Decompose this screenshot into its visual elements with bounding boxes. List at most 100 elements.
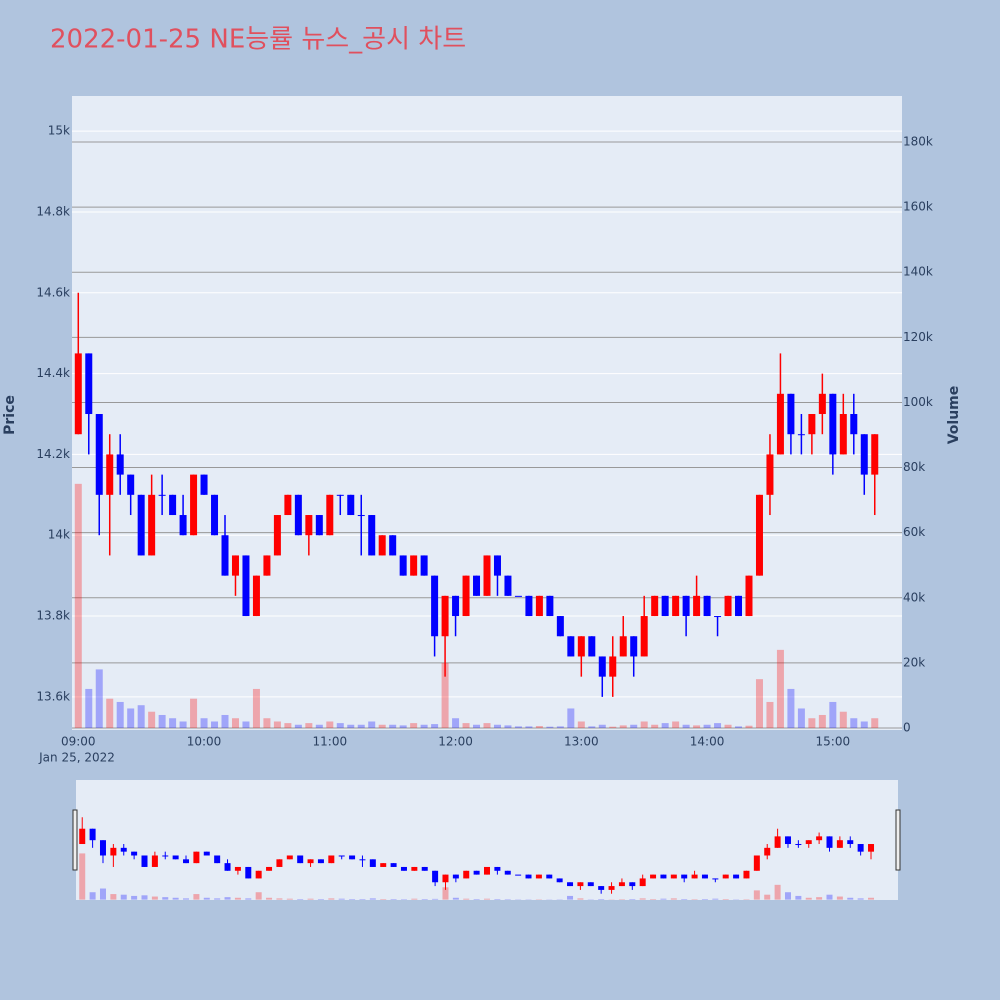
y2-tick-label: 20k [903,655,925,669]
volume-bar [483,723,491,729]
candle-body [660,874,667,879]
candle-body [816,836,823,841]
candle-body [148,494,156,556]
volume-bar [347,724,355,729]
volume-bar [629,899,636,900]
candle-body [389,535,397,556]
chart-title: 2022-01-25 NE능률 뉴스_공시 차트 [50,25,466,55]
candle-body [95,414,103,495]
volume-bar [179,721,187,729]
candle-body [504,870,511,875]
candle-body [774,836,781,848]
volume-bar [399,725,407,729]
candle-body [169,494,177,516]
volume-bar [847,897,854,900]
volume-bar [753,890,760,900]
volume-bar [598,724,606,729]
volume-bar [672,721,680,729]
volume-bar [266,897,273,900]
volume-bar [326,721,334,729]
candle-body [190,474,198,536]
candle-body [89,828,96,841]
candle-body [200,474,208,495]
volume-bar [307,898,314,900]
volume-bar [234,897,241,900]
candle-body [860,434,868,475]
volume-bar [255,892,262,900]
candle-body [294,494,302,536]
y-tick-label: 14.6k [36,285,70,299]
candle-body [420,555,428,576]
candle-body [733,874,740,879]
candle-body [672,595,680,617]
candle-body [546,595,554,617]
range-handle[interactable] [895,809,901,871]
candle-body [829,393,837,455]
volume-bar [693,725,701,729]
candle-body [826,836,833,848]
candle-body [276,859,283,867]
candle-body [598,886,605,890]
candle-body [650,874,657,879]
volume-bar [473,724,481,729]
volume-bar [670,898,677,900]
candle-body [347,494,355,516]
candle-body [116,454,124,475]
y2-tick-label: 180k [903,135,933,149]
volume-bar [315,724,323,729]
volume-bar [411,898,418,900]
candle-body [432,870,439,883]
candle-body [618,882,625,887]
volume-bar [252,688,260,729]
candle-body [151,855,158,867]
candle-body [608,886,615,890]
candle-body [378,535,386,556]
candle-body [795,844,802,846]
y-axis-title: Price [2,395,18,435]
x-tick-label: 09:00 [61,735,96,749]
volume-bar [99,888,106,900]
volume-bar [829,701,837,729]
volume-bar [190,698,198,729]
candle-body [85,353,93,415]
volume-bar [294,724,302,729]
candle-body [776,393,784,455]
y2-tick-label: 0 [903,721,911,735]
candle-body [120,847,127,852]
candle-body [787,393,795,435]
volume-bar [420,724,428,729]
y2-tick-label: 40k [903,590,925,604]
candle-body [755,494,763,576]
range-slider[interactable] [76,780,898,900]
volume-bar [242,721,250,729]
candle-body [326,494,334,536]
candle-body [442,874,449,883]
y2-tick-label: 120k [903,330,933,344]
y2-axis-title: Volume [946,386,962,445]
x-date-label: Jan 25, 2022 [38,751,115,765]
candle-body [484,866,490,875]
volume-bar [787,688,795,729]
volume-bar [484,898,490,900]
range-handle[interactable] [72,809,78,871]
candle-body [411,866,418,871]
volume-bar [836,896,843,900]
y-tick-label: 14.4k [36,366,70,380]
volume-bar [317,899,324,900]
candle-body [131,851,138,856]
candle-body [714,616,722,618]
candle-body [681,874,688,879]
y-tick-label: 13.8k [36,609,70,623]
volume-bar [116,701,124,729]
candle-body [473,870,480,875]
candle-body [598,656,606,677]
candle-body [266,866,273,871]
candle-body [462,575,470,617]
y2-tick-label: 160k [903,200,933,214]
candle-body [743,870,750,879]
candle-body [452,595,460,617]
candle-body [172,855,179,860]
candle-body [691,874,698,879]
candle-body [535,595,543,617]
candle-body [712,878,719,880]
